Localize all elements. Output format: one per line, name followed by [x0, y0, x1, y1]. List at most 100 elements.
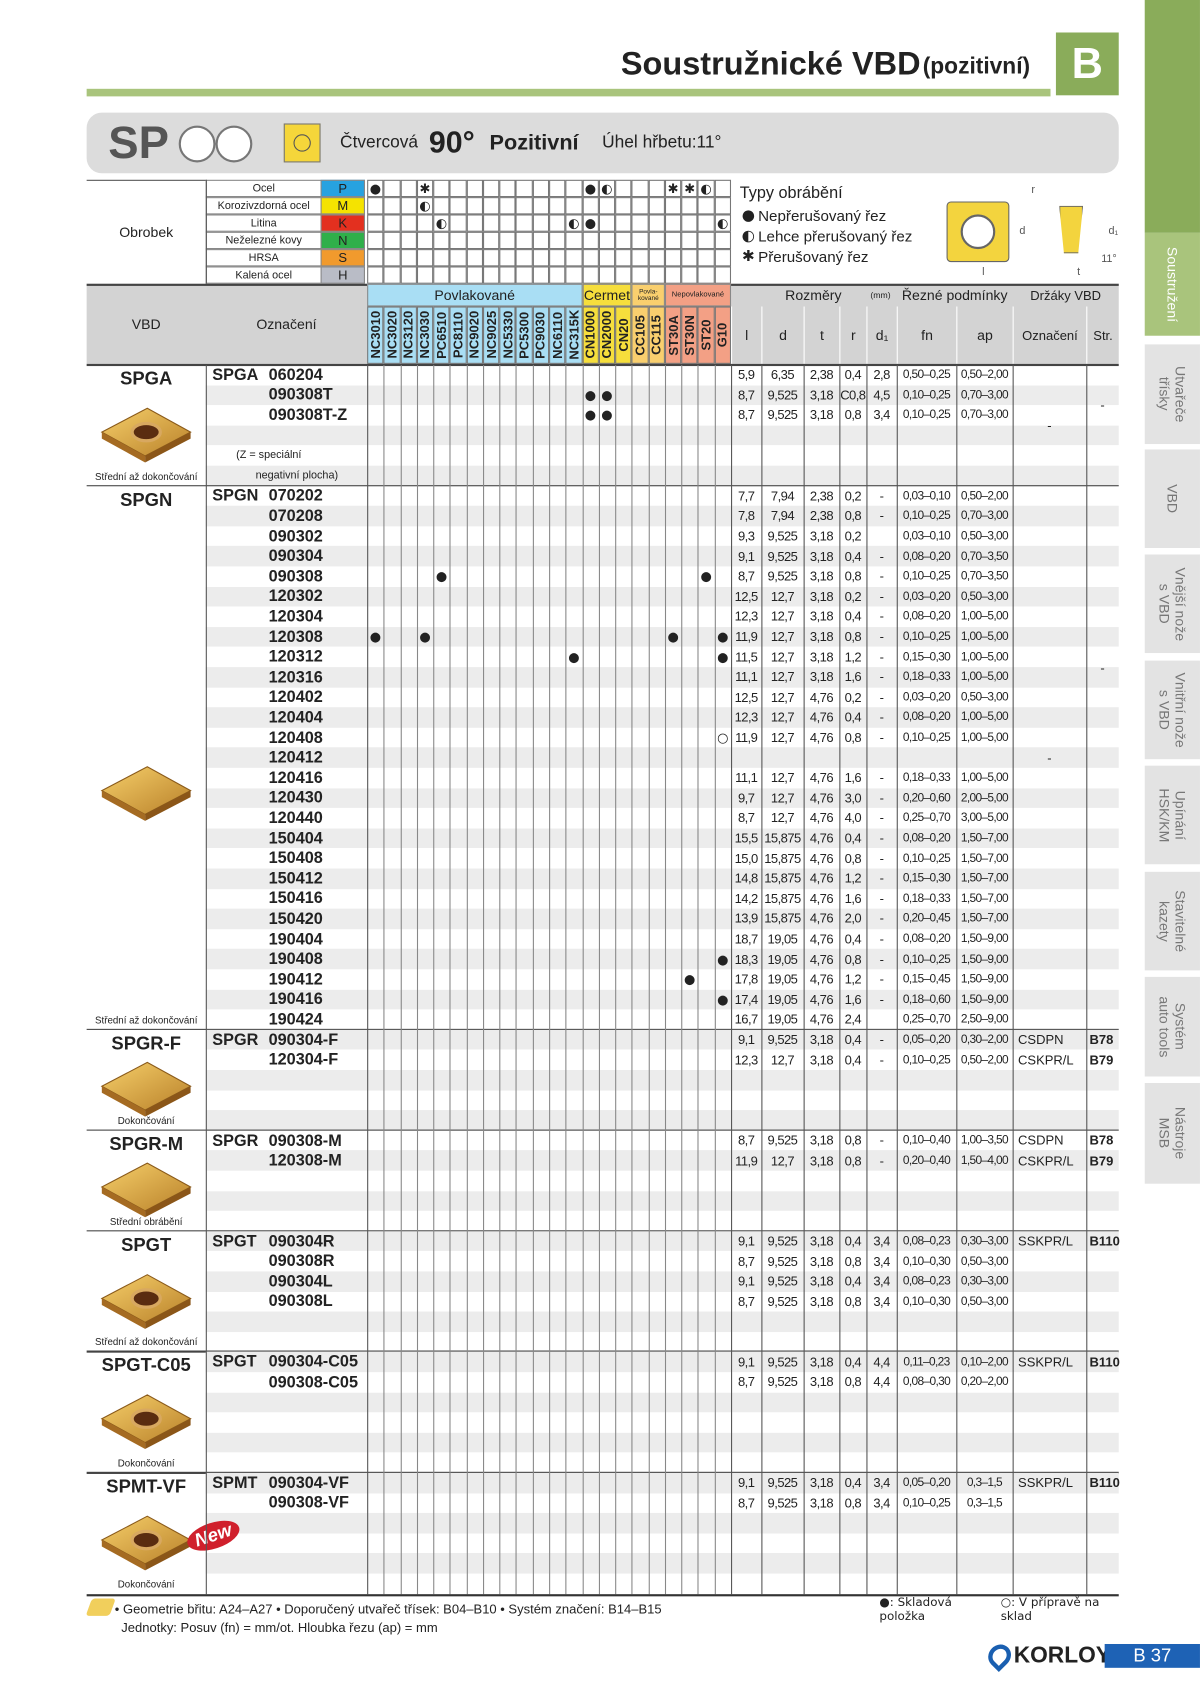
dim-value: 4,76: [809, 951, 834, 967]
grid-cell: [499, 179, 516, 198]
side-tab[interactable]: VBD: [1144, 449, 1200, 548]
side-tab[interactable]: Soustružení: [1144, 232, 1200, 336]
grade-label: PC9030: [533, 311, 549, 359]
family-name: SPGT: [121, 1234, 172, 1255]
insert-side: [1059, 205, 1083, 254]
row-stripe: [205, 1029, 1119, 1050]
grade-label: NC315K: [566, 310, 582, 361]
tab-line: HSK/KM: [1156, 787, 1173, 842]
fn-value: 0,08–0,20: [902, 610, 951, 624]
side-tab[interactable]: Systém auto tools: [1144, 976, 1200, 1077]
ap-value: 0,70–3,00: [960, 509, 1009, 523]
dim-value: 0,8: [844, 1495, 862, 1511]
row-stripe: [205, 1311, 1119, 1332]
material-name: Litina: [205, 214, 321, 232]
side-tab[interactable]: Vnější nože s VBD: [1144, 554, 1200, 654]
side-tab[interactable]: Nástroje MSB: [1144, 1083, 1200, 1184]
fn-value: 0,18–0,33: [902, 670, 951, 684]
ap-value: 1,50–7,00: [960, 831, 1009, 845]
dim-value: 9,3: [737, 528, 755, 544]
row-stripe: [205, 1472, 1119, 1494]
dim-value: 4,76: [809, 770, 834, 786]
family-name: SPGT-C05: [101, 1355, 191, 1376]
dim-value: 3,18: [809, 1354, 834, 1370]
material-name: Neželezné kovy: [205, 231, 321, 250]
dim-value: 3,18: [809, 1052, 834, 1068]
title: Soustružnické VBD: [620, 46, 921, 83]
dim-value: 2,8: [873, 367, 890, 383]
grid-cell: [631, 179, 649, 198]
dim-unit: (mm): [870, 290, 891, 300]
grid-cell: [499, 231, 516, 250]
stock-mark: ●: [601, 387, 613, 403]
grade-line: [449, 364, 451, 1594]
family-separator: [86, 1028, 1119, 1031]
material-mark: ◐: [717, 215, 729, 231]
section-box: B: [1055, 32, 1119, 96]
stock-mark: ○: [717, 730, 729, 746]
grade-name: NC3120: [400, 306, 417, 364]
dim-value: 3,4: [873, 1294, 890, 1310]
dim-value: 4,76: [809, 730, 834, 746]
tab-line: Utvařeče: [1172, 366, 1189, 423]
dim-value: 3,4: [873, 407, 890, 423]
family-note: Dokončování: [117, 1578, 175, 1590]
code: 120416: [268, 768, 323, 788]
grid-cell: [383, 214, 401, 232]
grade-name: ST20: [697, 306, 715, 364]
ap-value: 1,50–7,00: [960, 912, 1009, 926]
dim-value: 0,8: [844, 407, 862, 423]
grid-cell: [664, 197, 682, 215]
dim-value: 7,8: [737, 508, 755, 524]
dim-value: -: [879, 1032, 884, 1048]
dim-value: 0,4: [844, 709, 862, 726]
grid-cell: [631, 214, 649, 232]
dim-value: 11,1: [735, 770, 758, 786]
dim-value: 12,7: [770, 730, 795, 746]
holder: CSDPN: [1018, 1032, 1064, 1048]
grid-cell: [367, 266, 384, 284]
col-designation: Označení: [256, 315, 317, 332]
row-stripe: [205, 1352, 1119, 1373]
dim-value: 12,7: [770, 810, 795, 826]
stock-mark: ●: [601, 407, 613, 423]
grid-cell: [582, 249, 599, 267]
dim-value: 17,4: [734, 991, 759, 1008]
page-ref: B79: [1089, 1153, 1114, 1169]
fn-value: 0,50–0,25: [902, 368, 951, 382]
fn-value: 0,03–0,20: [902, 690, 951, 704]
fn-value: 0,10–0,25: [902, 952, 951, 966]
code: 070202: [268, 486, 323, 506]
ap-value: 0,30–3,00: [960, 1234, 1009, 1248]
material-code: M: [320, 197, 365, 215]
ap-value: 1,50–9,00: [960, 952, 1009, 966]
dim-value: 9,525: [767, 387, 798, 403]
stock-mark: ●: [369, 629, 382, 645]
family-holder: -: [1047, 417, 1052, 433]
grade-line: [549, 364, 550, 1594]
stock-mark: ●: [419, 629, 431, 645]
grade-line: [697, 364, 699, 1594]
material-mark: ●: [369, 180, 382, 197]
dim-value: -: [879, 850, 884, 867]
side-tab[interactable]: Stavitelné kazety: [1144, 871, 1200, 971]
grid-cell: [565, 266, 583, 284]
code: 190424: [268, 1010, 323, 1029]
row-stripe: [205, 385, 1119, 406]
code: 120440: [268, 808, 323, 828]
grid-cell: [449, 266, 467, 284]
dim-value: 19,05: [767, 951, 798, 967]
grade-line: [416, 364, 418, 1594]
dim-value: 3,4: [873, 1253, 890, 1269]
code: 070208: [268, 506, 323, 526]
fn-value: 0,08–0,20: [902, 932, 951, 946]
dim-value: -: [879, 1132, 884, 1149]
side-tab[interactable]: Upínání HSK/KM: [1144, 765, 1200, 865]
ap-value: 1,50–9,00: [960, 932, 1009, 946]
side-tab[interactable]: Utvařeče třísky: [1144, 344, 1200, 445]
side-tab[interactable]: Vnitřní nože s VBD: [1144, 660, 1200, 760]
grid-cell: [532, 197, 550, 215]
code: 190404: [268, 929, 323, 949]
band-shape: Čtvercová: [340, 133, 419, 152]
grade-name: CC105: [631, 306, 649, 364]
